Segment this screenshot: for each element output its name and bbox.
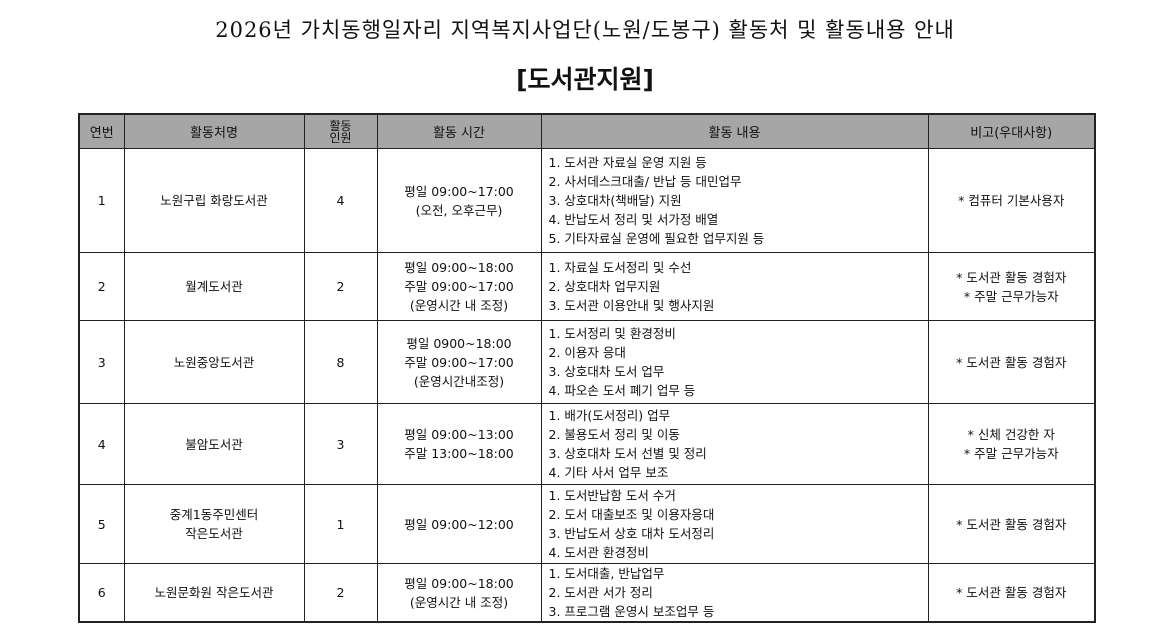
activity-time: 평일 09:00~18:00 (운영시간 내 조정) — [376, 563, 542, 623]
people-count: 2 — [303, 252, 378, 321]
activity-content: 1. 도서반납함 도서 수거 2. 도서 대출보조 및 이용자응대 3. 반납도… — [540, 484, 929, 564]
place-name: 중계1동주민센터 작은도서관 — [123, 484, 305, 564]
document-subtitle: [도서관지원] — [516, 65, 654, 94]
table-row: 4 불암도서관 3 평일 09:00~13:00 주말 13:00~18:00 1. 배… — [78, 403, 1096, 485]
activity-time: 평일 0900~18:00 주말 09:00~17:00 (운영시간내조정) — [376, 320, 542, 404]
header-place: 활동처명 — [123, 113, 305, 149]
activity-content: 1. 도서정리 및 환경정비 2. 이용자 응대 3. 상호대차 도서 업무 4… — [540, 320, 929, 404]
people-count: 4 — [303, 148, 378, 253]
header-time: 활동 시간 — [376, 113, 542, 149]
activity-table: 연번 활동처명 활동 인원 활동 시간 활동 내용 비고(우대사항) 1 노원구립… — [78, 113, 1096, 623]
note: * 도서관 활동 경험자 — [927, 484, 1096, 564]
header-no: 연번 — [78, 113, 125, 149]
row-number: 5 — [78, 484, 125, 564]
row-number: 3 — [78, 320, 125, 404]
note: * 도서관 활동 경험자 — [927, 563, 1096, 623]
place-name: 불암도서관 — [123, 403, 305, 485]
activity-content: 1. 도서관 자료실 운영 지원 등 2. 사서데스크대출/ 반납 등 대민업무… — [540, 148, 929, 253]
activity-time: 평일 09:00~18:00 주말 09:00~17:00 (운영시간 내 조정… — [376, 252, 542, 321]
place-name: 월계도서관 — [123, 252, 305, 321]
people-count: 1 — [303, 484, 378, 564]
place-name: 노원구립 화랑도서관 — [123, 148, 305, 253]
activity-time: 평일 09:00~17:00 (오전, 오후근무) — [376, 148, 542, 253]
row-number: 1 — [78, 148, 125, 253]
header-content: 활동 내용 — [540, 113, 929, 149]
table-row: 2 월계도서관 2 평일 09:00~18:00 주말 09:00~17:00 (운영… — [78, 252, 1096, 321]
people-count: 2 — [303, 563, 378, 623]
activity-time: 평일 09:00~13:00 주말 13:00~18:00 — [376, 403, 542, 485]
note: * 컴퓨터 기본사용자 — [927, 148, 1096, 253]
row-number: 6 — [78, 563, 125, 623]
note: * 도서관 활동 경험자 — [927, 320, 1096, 404]
activity-time: 평일 09:00~12:00 — [376, 484, 542, 564]
row-number: 4 — [78, 403, 125, 485]
header-note: 비고(우대사항) — [927, 113, 1096, 149]
activity-content: 1. 도서대출, 반납업무 2. 도서관 서가 정리 3. 프로그램 운영시 보… — [540, 563, 929, 623]
place-name: 노원문화원 작은도서관 — [123, 563, 305, 623]
activity-content: 1. 배가(도서정리) 업무 2. 불용도서 정리 및 이동 3. 상호대차 도… — [540, 403, 929, 485]
note: * 신체 건강한 자 * 주말 근무가능자 — [927, 403, 1096, 485]
table-row: 5 중계1동주민센터 작은도서관 1 평일 09:00~12:00 1. 도서반납함 도… — [78, 484, 1096, 564]
people-count: 3 — [303, 403, 378, 485]
header-people: 활동 인원 — [303, 113, 378, 149]
activity-content: 1. 자료실 도서정리 및 수선 2. 상호대차 업무지원 3. 도서관 이용안… — [540, 252, 929, 321]
table-row: 6 노원문화원 작은도서관 2 평일 09:00~18:00 (운영시간 내 조정) 1… — [78, 563, 1096, 623]
table-row: 1 노원구립 화랑도서관 4 평일 09:00~17:00 (오전, 오후근무) 1. … — [78, 148, 1096, 253]
note: * 도서관 활동 경험자 * 주말 근무가능자 — [927, 252, 1096, 321]
people-count: 8 — [303, 320, 378, 404]
table-header-row: 연번 활동처명 활동 인원 활동 시간 활동 내용 비고(우대사항) — [78, 113, 1096, 149]
table-row: 3 노원중앙도서관 8 평일 0900~18:00 주말 09:00~17:00 (운… — [78, 320, 1096, 404]
document-title: 2026년 가치동행일자리 지역복지사업단(노원/도봉구) 활동처 및 활동내용… — [215, 18, 955, 42]
place-name: 노원중앙도서관 — [123, 320, 305, 404]
row-number: 2 — [78, 252, 125, 321]
